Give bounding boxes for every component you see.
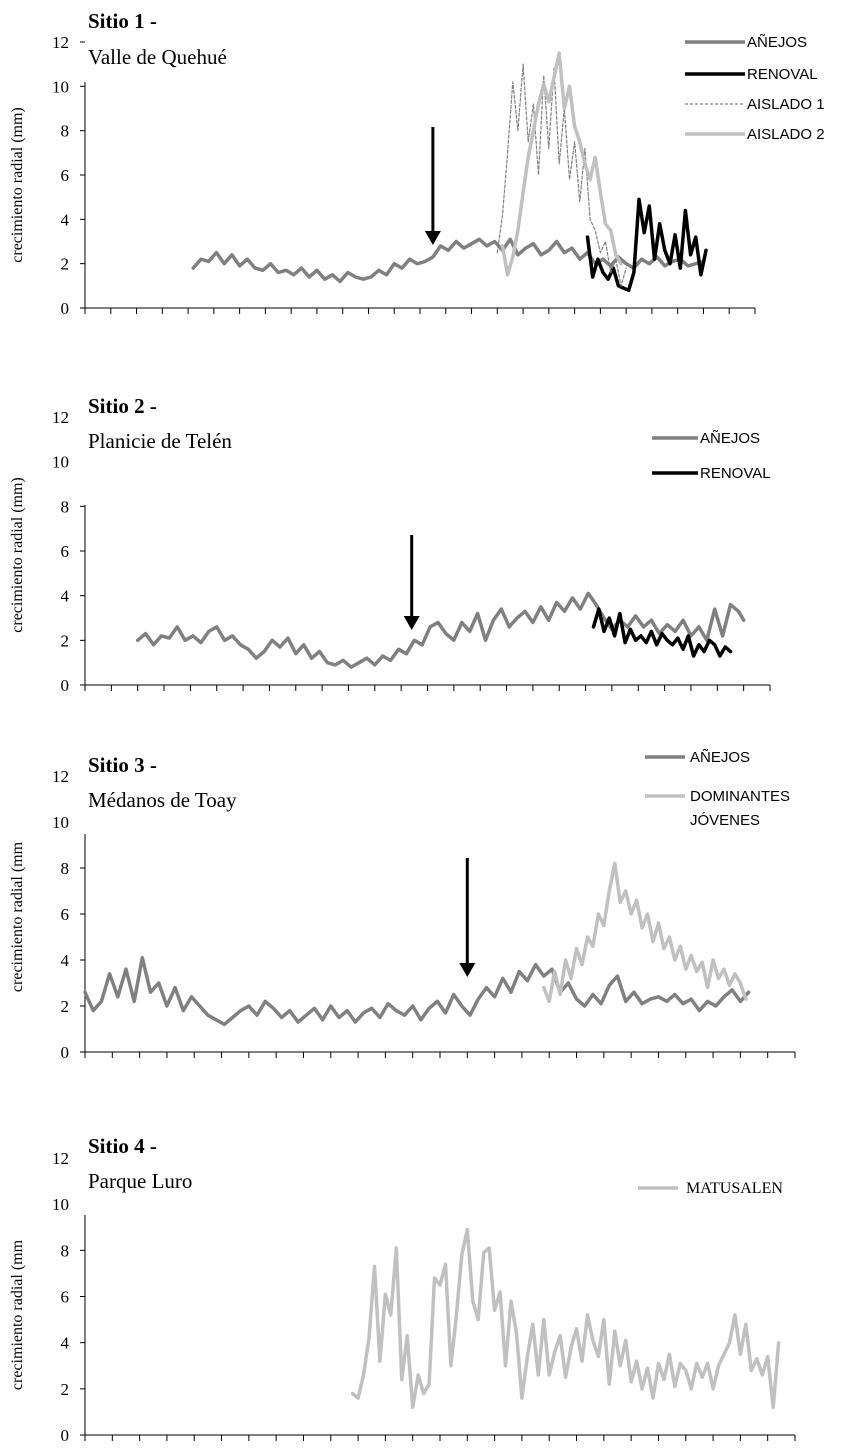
series-line-aislado-2 — [500, 51, 623, 277]
y-tick-label: 0 — [61, 1043, 70, 1062]
chart-title: Sitio 1 - — [88, 9, 157, 33]
y-tick-label: 10 — [52, 813, 69, 832]
legend-label: AÑEJOS — [700, 430, 760, 447]
y-axis-label: crecimiento radial (mm) — [9, 477, 26, 632]
series-line-matusalen — [350, 1227, 781, 1410]
legend-label: MATUSALEN — [686, 1180, 783, 1197]
series-line-añejos — [135, 591, 746, 669]
y-tick-label: 10 — [52, 77, 69, 96]
chart-title: Sitio 3 - — [88, 753, 157, 777]
series-line-añejos — [83, 955, 751, 1027]
legend: AÑEJOS RENOVAL AISLADO 1 AISLADO 2 — [685, 34, 825, 143]
chart-subtitle: Planicie de Telén — [88, 429, 232, 453]
y-tick-label: 12 — [52, 33, 69, 52]
y-tick-label: 6 — [61, 1288, 70, 1307]
legend-label: AÑEJOS — [747, 34, 807, 51]
legend-label: AISLADO 2 — [747, 126, 825, 143]
y-axis-label: crecimiento radial (mm — [9, 841, 26, 992]
legend-label: DOMINANTES — [690, 788, 790, 805]
y-axis-label: crecimiento radial (mm — [9, 1239, 26, 1390]
arrow-head — [403, 616, 420, 630]
y-tick-label: 0 — [61, 676, 70, 695]
series-line-renoval — [585, 197, 708, 293]
legend-label: RENOVAL — [700, 465, 771, 482]
y-tick-label: 8 — [61, 859, 70, 878]
y-tick-label: 6 — [61, 905, 70, 924]
chart-title: Sitio 2 - — [88, 394, 157, 418]
y-tick-label: 10 — [52, 1195, 69, 1214]
chart-subtitle: Valle de Quehué — [88, 45, 227, 69]
legend: AÑEJOS DOMINANTES JÓVENES — [645, 749, 790, 829]
y-tick-label: 12 — [52, 767, 69, 786]
y-tick-label: 6 — [61, 166, 70, 185]
y-tick-label: 12 — [52, 408, 69, 427]
y-tick-label: 8 — [61, 1241, 70, 1260]
y-tick-label: 4 — [61, 587, 70, 606]
legend-label: JÓVENES — [690, 812, 760, 829]
y-tick-label: 4 — [61, 210, 70, 229]
y-axis-label: crecimiento radial (mm) — [9, 107, 26, 262]
y-tick-label: 6 — [61, 542, 70, 561]
legend: AÑEJOS RENOVAL — [652, 430, 771, 482]
series-line-dominantes-jóvenes — [542, 861, 748, 1004]
y-tick-label: 12 — [52, 1149, 69, 1168]
panel-sitio-3: Sitio 3 - Médanos de Toay crecimiento radi… — [9, 749, 796, 1062]
chart-subtitle: Médanos de Toay — [88, 788, 237, 812]
y-tick-label: 2 — [61, 1380, 70, 1399]
chart-title: Sitio 4 - — [88, 1134, 157, 1158]
y-tick-label: 2 — [61, 631, 70, 650]
y-tick-label: 2 — [61, 255, 70, 274]
y-tick-label: 2 — [61, 997, 70, 1016]
y-tick-label: 0 — [61, 1426, 70, 1445]
y-tick-label: 8 — [61, 497, 70, 516]
y-tick-label: 10 — [52, 453, 69, 472]
panel-sitio-4: Sitio 4 - Parque Luro crecimiento radial (… — [9, 1134, 796, 1445]
legend-label: AÑEJOS — [690, 749, 750, 766]
panel-sitio-2: Sitio 2 - Planicie de Telén crecimiento ra… — [9, 394, 771, 695]
y-tick-label: 8 — [61, 122, 70, 141]
y-tick-label: 4 — [61, 1334, 70, 1353]
panel-sitio-1: Sitio 1 - Valle de Quehué crecimiento radi… — [9, 9, 825, 318]
legend-label: AISLADO 1 — [747, 96, 825, 113]
arrow-head — [424, 231, 441, 245]
y-tick-label: 0 — [61, 299, 70, 318]
legend-label: RENOVAL — [747, 66, 818, 83]
series-line-aislado-1 — [496, 63, 627, 287]
chart-subtitle: Parque Luro — [88, 1169, 192, 1193]
legend: MATUSALEN — [638, 1180, 783, 1197]
y-tick-label: 4 — [61, 951, 70, 970]
series-line-añejos — [191, 237, 706, 284]
arrow-head — [459, 963, 476, 977]
series-line-renoval — [591, 607, 733, 658]
